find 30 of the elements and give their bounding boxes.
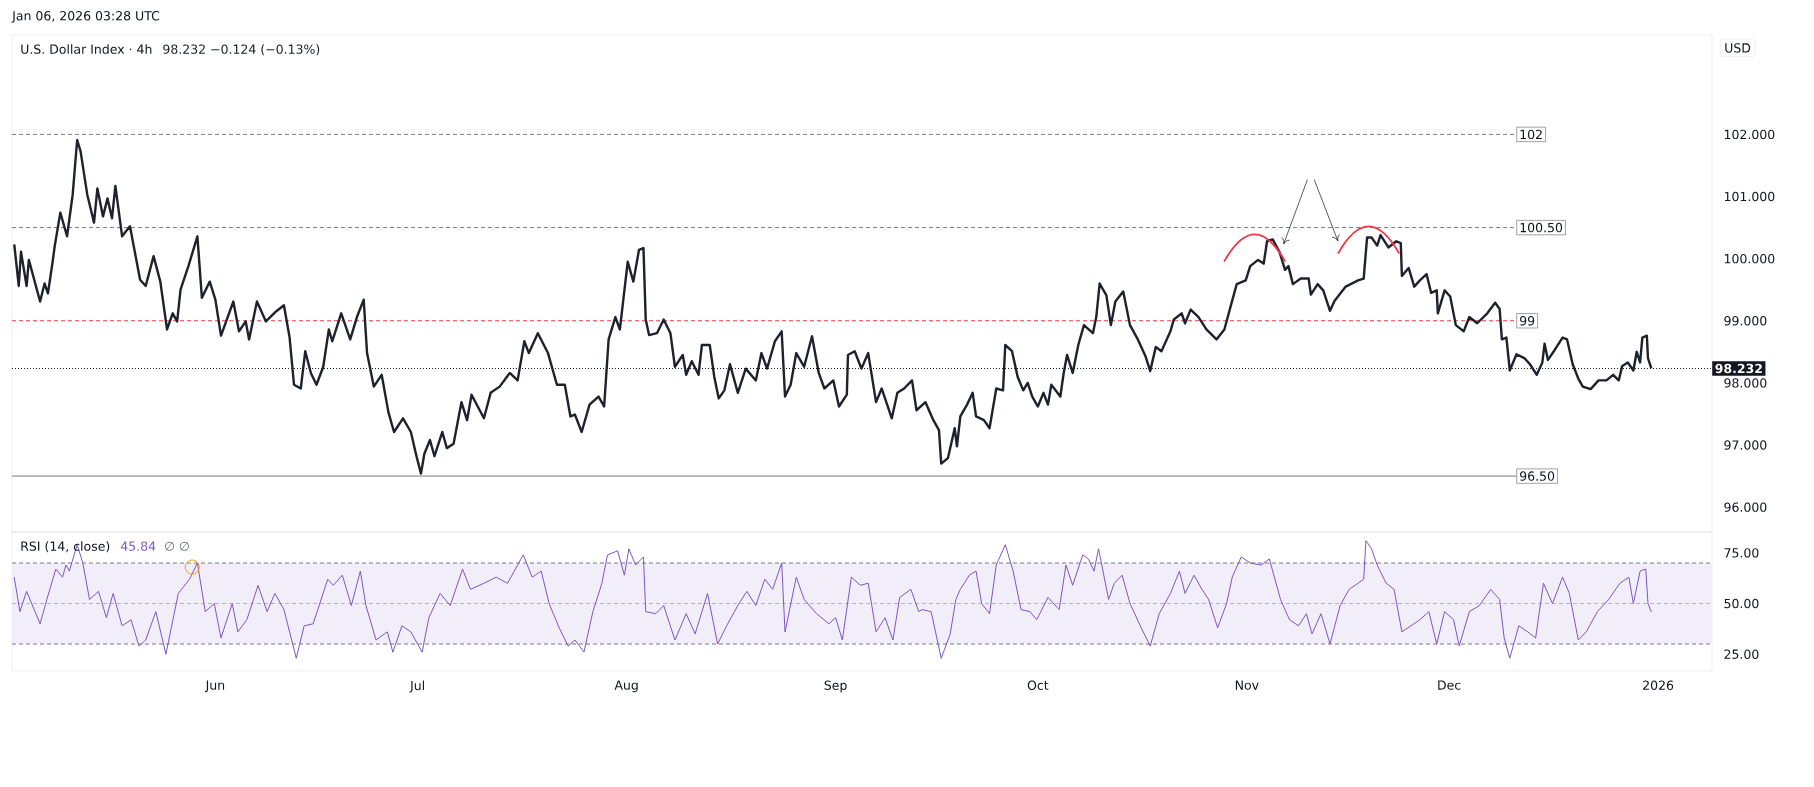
x-tick-label: Aug — [614, 680, 638, 693]
ref-line-label: 99 — [1519, 316, 1535, 326]
y-axis-title: USD — [1725, 43, 1751, 53]
x-tick-label: 2026 — [1643, 680, 1674, 690]
text: Jan 06, 2026 03:28 UTC — [11, 11, 160, 23]
x-tick-label: Jun — [204, 680, 225, 693]
text: U.S. Dollar Index · 4h — [21, 44, 152, 54]
text: 45.84 — [120, 541, 156, 551]
y-tick-label: 97.000 — [1724, 440, 1767, 450]
y-tick-label: 100.000 — [1724, 253, 1775, 264]
annotation: ∅ ∅ — [165, 541, 189, 551]
y-tick-label: 96.000 — [1724, 502, 1767, 512]
y-tick-label: 50.00 — [1724, 598, 1759, 609]
x-tick-label: Oct — [1027, 680, 1049, 690]
x-tick-label: Nov — [1235, 680, 1259, 690]
text: RSI (14, close) — [21, 541, 110, 553]
y-tick-label: 98.000 — [1724, 378, 1767, 388]
y-tick-label: 75.00 — [1724, 548, 1759, 558]
y-tick-label: 102.000 — [1724, 129, 1775, 140]
y-tick-label: 101.000 — [1724, 191, 1775, 202]
text: 98.232 −0.124 (−0.13%) — [163, 44, 320, 56]
ref-line-label: 100.50 — [1520, 222, 1563, 233]
x-tick-label: Sep — [824, 680, 847, 693]
y-tick-label: 99.000 — [1724, 316, 1767, 326]
ref-line-label: 98.232 — [1715, 363, 1762, 374]
y-tick-label: 25.00 — [1724, 649, 1759, 659]
ref-line-label: 102 — [1520, 129, 1542, 140]
x-tick-label: Jul — [409, 680, 424, 693]
ref-line-label: 96.50 — [1519, 471, 1555, 481]
x-tick-label: Dec — [1438, 680, 1461, 690]
